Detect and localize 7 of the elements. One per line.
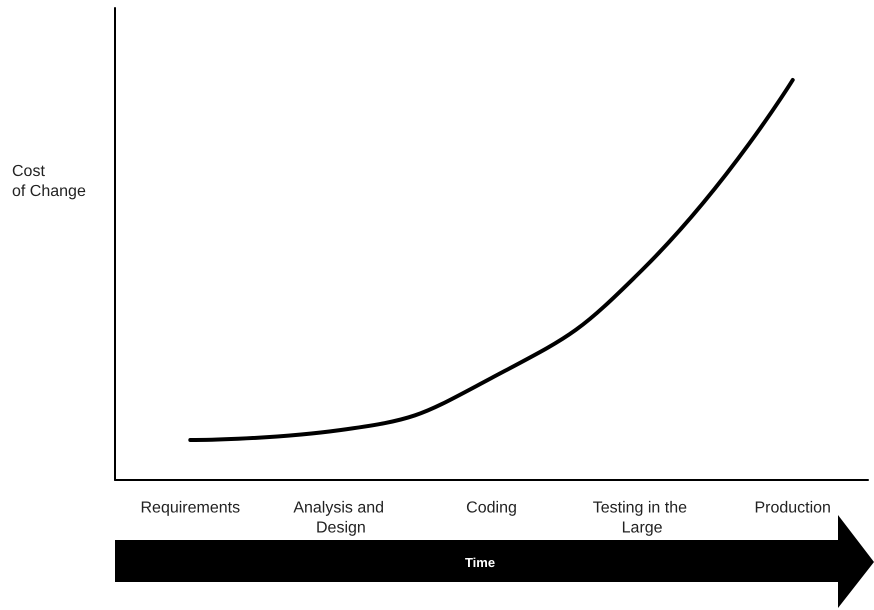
x-tick-label: Requirements	[140, 500, 240, 516]
x-tick-label: Testing in the Large	[592, 500, 692, 536]
x-tick-label: Coding	[466, 500, 517, 516]
x-tick-label: Production	[754, 500, 831, 516]
x-axis-title: Time	[464, 555, 496, 570]
x-tick-label: Analysis and Design	[293, 500, 388, 536]
y-axis-title: Cost of Change	[12, 162, 86, 202]
